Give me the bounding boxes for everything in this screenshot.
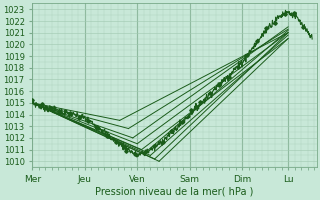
X-axis label: Pression niveau de la mer( hPa ): Pression niveau de la mer( hPa ): [95, 187, 253, 197]
